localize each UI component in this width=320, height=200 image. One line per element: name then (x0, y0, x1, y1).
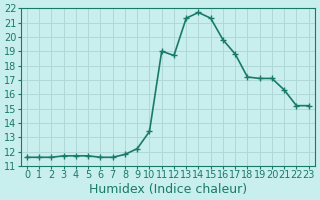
X-axis label: Humidex (Indice chaleur): Humidex (Indice chaleur) (89, 183, 247, 196)
